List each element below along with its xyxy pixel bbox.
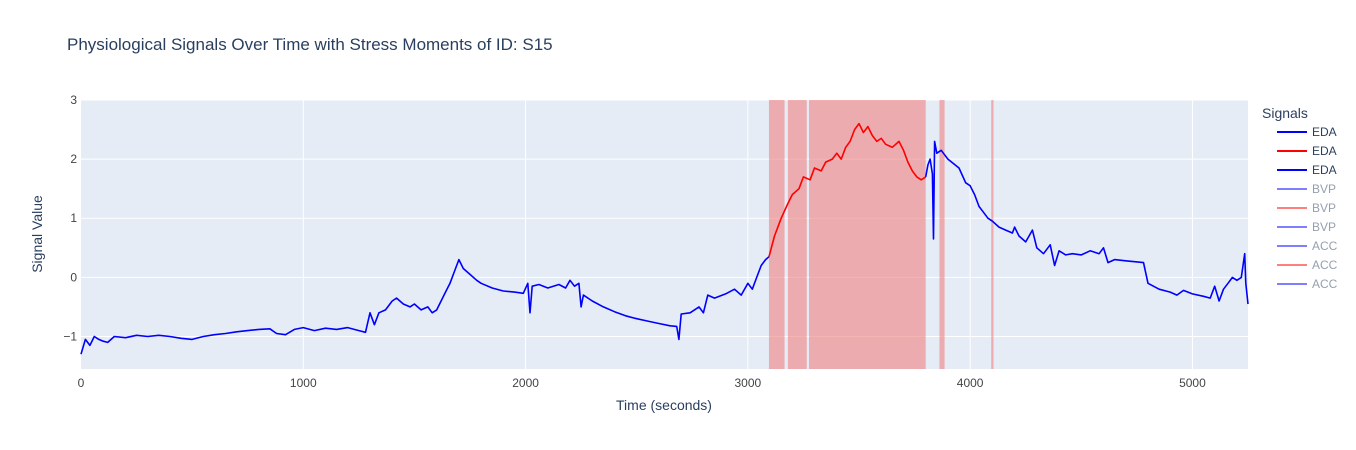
x-tick-label: 2000 — [512, 376, 539, 390]
plot-background — [81, 100, 1248, 369]
x-tick-label: 3000 — [735, 376, 762, 390]
y-tick-label: 3 — [70, 93, 77, 107]
y-tick-label: −1 — [63, 329, 77, 343]
stress-band — [768, 100, 785, 369]
plot-area[interactable]: 0 1000 2000 3000 4000 5000 −1 0 1 2 3 — [63, 93, 1249, 390]
x-tick-label: 4000 — [957, 376, 984, 390]
y-tick-label: 2 — [70, 152, 77, 166]
legend-label: BVP — [1312, 201, 1336, 215]
legend-label: EDA — [1312, 125, 1337, 139]
legend-item[interactable]: EDA — [1277, 144, 1337, 158]
legend-item[interactable]: BVP — [1277, 201, 1336, 215]
series-line — [768, 122, 927, 257]
legend-item[interactable]: ACC — [1277, 258, 1338, 272]
legend-item[interactable]: EDA — [1277, 125, 1337, 139]
x-axis-title: Time (seconds) — [616, 397, 712, 413]
legend-label: EDA — [1312, 163, 1337, 177]
x-tick-label: 1000 — [290, 376, 317, 390]
legend-label: ACC — [1312, 258, 1338, 272]
legend-item[interactable]: ACC — [1277, 277, 1338, 291]
legend-label: ACC — [1312, 239, 1338, 253]
stress-band — [787, 100, 807, 369]
legend[interactable]: EDA EDA EDA BVP BVP BVP ACC ACC ACC — [1277, 125, 1338, 291]
chart-title: Physiological Signals Over Time with Str… — [67, 35, 553, 54]
legend-label: ACC — [1312, 277, 1338, 291]
legend-label: EDA — [1312, 144, 1337, 158]
series-line — [80, 256, 770, 355]
stress-band — [808, 100, 926, 369]
y-tick-label: 0 — [70, 270, 77, 284]
legend-label: BVP — [1312, 220, 1336, 234]
x-tick-label: 0 — [78, 376, 85, 390]
y-axis-title: Signal Value — [29, 195, 45, 273]
legend-label: BVP — [1312, 182, 1336, 196]
series-line — [924, 140, 1249, 305]
legend-item[interactable]: EDA — [1277, 163, 1337, 177]
x-tick-label: 5000 — [1179, 376, 1206, 390]
y-tick-label: 1 — [70, 211, 77, 225]
legend-item[interactable]: ACC — [1277, 239, 1338, 253]
stress-band — [991, 100, 994, 369]
stress-band — [939, 100, 945, 369]
legend-item[interactable]: BVP — [1277, 182, 1336, 196]
legend-item[interactable]: BVP — [1277, 220, 1336, 234]
legend-title: Signals — [1262, 105, 1308, 121]
